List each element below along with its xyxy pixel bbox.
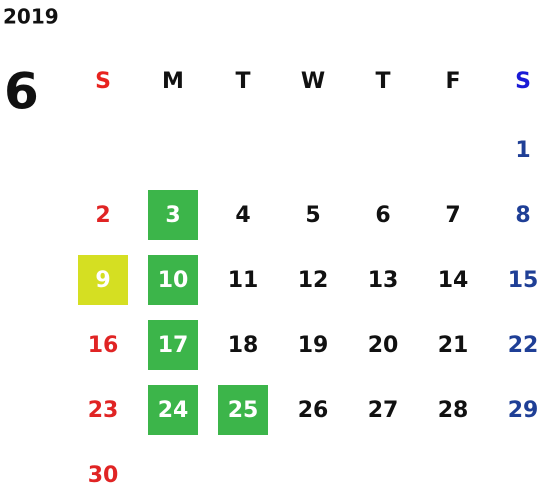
date: 14 [438,268,469,293]
weekday-label: S [515,69,531,94]
date: 25 [228,398,259,423]
highlight-box [148,320,198,370]
date: 20 [368,333,399,358]
weekday-label: T [235,69,250,94]
year: 2019 [3,5,59,29]
date: 2 [95,203,110,228]
weekday-label: S [95,69,111,94]
date: 1 [515,138,530,163]
date: 15 [508,268,539,293]
date: 9 [95,268,110,293]
date: 28 [438,398,469,423]
highlight-box [148,190,198,240]
weekday-label: M [162,69,184,94]
date: 13 [368,268,399,293]
date: 26 [298,398,329,423]
date: 6 [375,203,390,228]
highlight-box [218,385,268,435]
highlight-box [148,255,198,305]
date: 22 [508,333,539,358]
date: 5 [305,203,320,228]
date: 3 [165,203,180,228]
date: 27 [368,398,399,423]
weekday-label: F [445,69,460,94]
date: 12 [298,268,329,293]
date: 19 [298,333,329,358]
date: 17 [158,333,189,358]
date: 16 [88,333,119,358]
date: 23 [88,398,119,423]
date: 21 [438,333,469,358]
date: 7 [445,203,460,228]
date: 30 [88,463,119,488]
weekday-label: W [301,69,325,94]
weekday-label: T [375,69,390,94]
date: 24 [158,398,189,423]
date: 10 [158,268,189,293]
date: 4 [235,203,250,228]
date: 8 [515,203,530,228]
date: 18 [228,333,259,358]
date: 29 [508,398,539,423]
date: 11 [228,268,259,293]
highlight-box [148,385,198,435]
month: 6 [4,63,39,121]
highlight-box [78,255,128,305]
